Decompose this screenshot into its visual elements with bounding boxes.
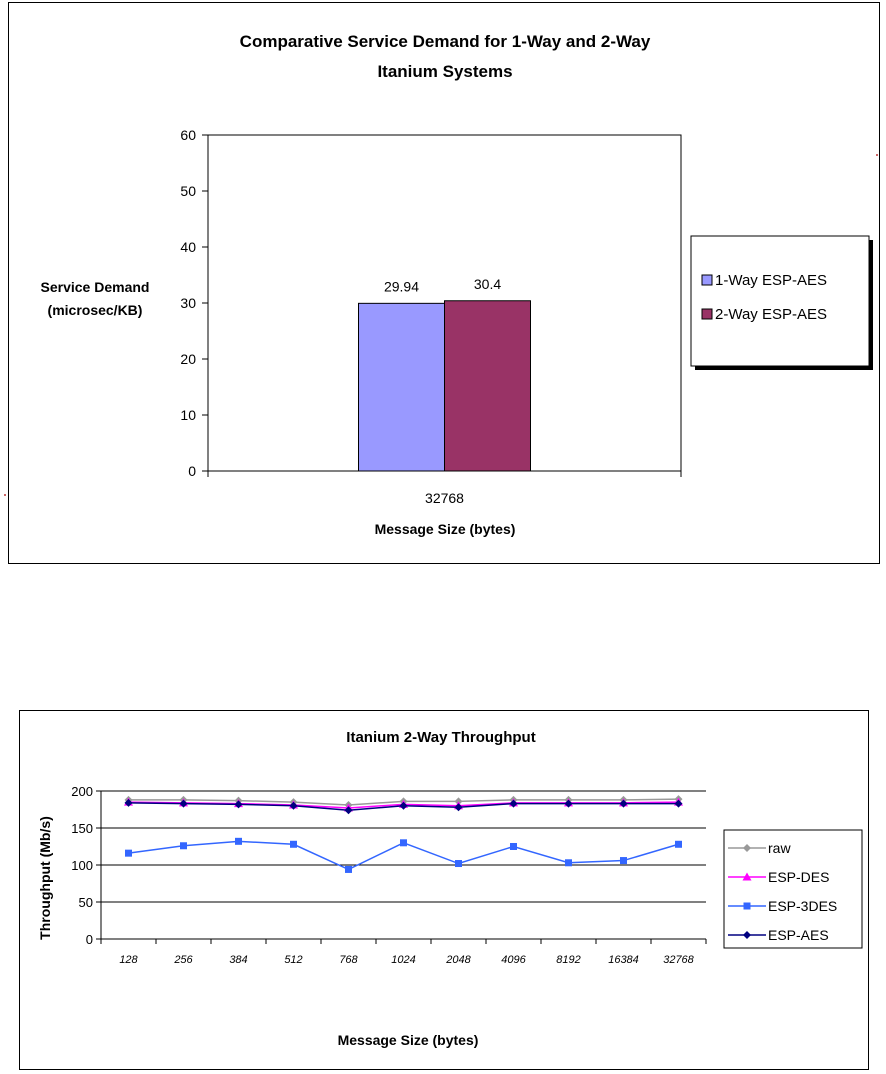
y-tick-label: 0 bbox=[188, 463, 196, 479]
bar-2 bbox=[444, 300, 531, 472]
throughput-chart: Itanium 2-Way Throughput Throughput (Mb/… bbox=[37, 729, 863, 1048]
x-tick-label: 512 bbox=[284, 954, 302, 966]
legend: 1-Way ESP-AES 2-Way ESP-AES bbox=[690, 235, 873, 370]
chart-title-line-2: Itanium Systems bbox=[377, 62, 512, 81]
y-tick-label: 100 bbox=[71, 858, 93, 873]
legend-swatch bbox=[701, 274, 713, 286]
data-point bbox=[289, 801, 298, 810]
chart-title-line-1: Comparative Service Demand for 1-Way and… bbox=[240, 32, 651, 51]
service-demand-chart: Comparative Service Demand for 1-Way and… bbox=[41, 32, 873, 537]
legend-label: ESP-3DES bbox=[768, 898, 837, 914]
legend-label: raw bbox=[768, 840, 791, 856]
y-tick-label: 30 bbox=[180, 295, 196, 311]
chart-title: Itanium 2-Way Throughput bbox=[346, 729, 535, 746]
data-point bbox=[564, 799, 573, 808]
y-tick-label: 0 bbox=[86, 932, 93, 947]
x-tick-label: 4096 bbox=[501, 954, 526, 966]
data-point bbox=[675, 840, 682, 848]
y-tick-label: 10 bbox=[180, 407, 196, 423]
plot-area: 0 50 100 150 200 128 256 384 512 768 1024 2048 4096 8… bbox=[71, 784, 707, 966]
y-tick-label: 40 bbox=[180, 239, 196, 255]
data-point bbox=[235, 837, 242, 845]
data-point bbox=[180, 842, 187, 850]
service-demand-chart-panel: Comparative Service Demand for 1-Way and… bbox=[8, 2, 880, 564]
x-tick-label: 32768 bbox=[663, 954, 694, 966]
x-tick-label: 16384 bbox=[608, 954, 639, 966]
y-axis-title-line-2: (microsec/KB) bbox=[48, 302, 143, 318]
data-point bbox=[290, 840, 297, 848]
y-tick-label: 20 bbox=[180, 351, 196, 367]
x-axis-title: Message Size (bytes) bbox=[338, 1032, 479, 1048]
x-tick-label: 2048 bbox=[445, 954, 471, 966]
bar-1 bbox=[358, 302, 445, 472]
data-point bbox=[455, 860, 462, 868]
stray-mark bbox=[4, 494, 6, 496]
data-point bbox=[620, 857, 627, 865]
data-point bbox=[509, 799, 518, 808]
y-tick-label: 200 bbox=[71, 784, 93, 799]
data-point bbox=[510, 843, 517, 850]
legend-box bbox=[690, 235, 870, 367]
legend-label: 1-Way ESP-AES bbox=[715, 272, 827, 289]
data-point bbox=[125, 849, 132, 857]
x-tick-label: 384 bbox=[229, 954, 247, 966]
x-tick-label: 256 bbox=[173, 954, 193, 966]
legend-swatch bbox=[701, 308, 713, 320]
x-axis-title: Message Size (bytes) bbox=[375, 521, 516, 537]
y-tick-label: 60 bbox=[180, 127, 196, 143]
x-tick-label: 1024 bbox=[391, 954, 415, 966]
data-point bbox=[234, 800, 243, 809]
data-point bbox=[400, 839, 407, 847]
data-point bbox=[345, 865, 352, 873]
data-point bbox=[674, 799, 683, 808]
x-tick-label: 128 bbox=[119, 954, 138, 966]
y-axis-title: Throughput (Mb/s) bbox=[37, 816, 53, 940]
data-point bbox=[344, 806, 353, 815]
legend-label: 2-Way ESP-AES bbox=[715, 306, 827, 323]
legend-marker bbox=[743, 931, 751, 939]
x-tick-label: 8192 bbox=[556, 954, 580, 966]
data-point bbox=[454, 803, 463, 812]
legend-marker bbox=[743, 902, 751, 910]
y-tick-label: 50 bbox=[180, 183, 196, 199]
data-point bbox=[179, 799, 188, 808]
data-point bbox=[619, 799, 628, 808]
throughput-chart-panel: Itanium 2-Way Throughput Throughput (Mb/… bbox=[19, 710, 869, 1070]
y-axis-title-line-1: Service Demand bbox=[41, 279, 150, 295]
data-label: 29.94 bbox=[384, 278, 419, 294]
data-point bbox=[565, 859, 572, 867]
legend-marker bbox=[742, 872, 752, 881]
data-label: 30.4 bbox=[474, 276, 501, 292]
y-tick-label: 50 bbox=[79, 895, 93, 910]
legend-box bbox=[723, 829, 863, 949]
legend: raw ESP-DES ESP-3DES ESP-AES bbox=[723, 829, 863, 949]
plot-area: 0 10 20 30 40 50 60 29.94 30.4 32768 bbox=[180, 127, 682, 506]
legend-label: ESP-AES bbox=[768, 927, 829, 943]
y-tick-label: 150 bbox=[71, 821, 93, 836]
legend-label: ESP-DES bbox=[768, 869, 829, 885]
legend-marker bbox=[743, 844, 751, 852]
data-point bbox=[124, 798, 133, 807]
stray-mark bbox=[876, 154, 878, 156]
data-point bbox=[399, 801, 408, 810]
x-tick-label: 768 bbox=[339, 954, 358, 966]
x-tick-label: 32768 bbox=[425, 490, 464, 506]
